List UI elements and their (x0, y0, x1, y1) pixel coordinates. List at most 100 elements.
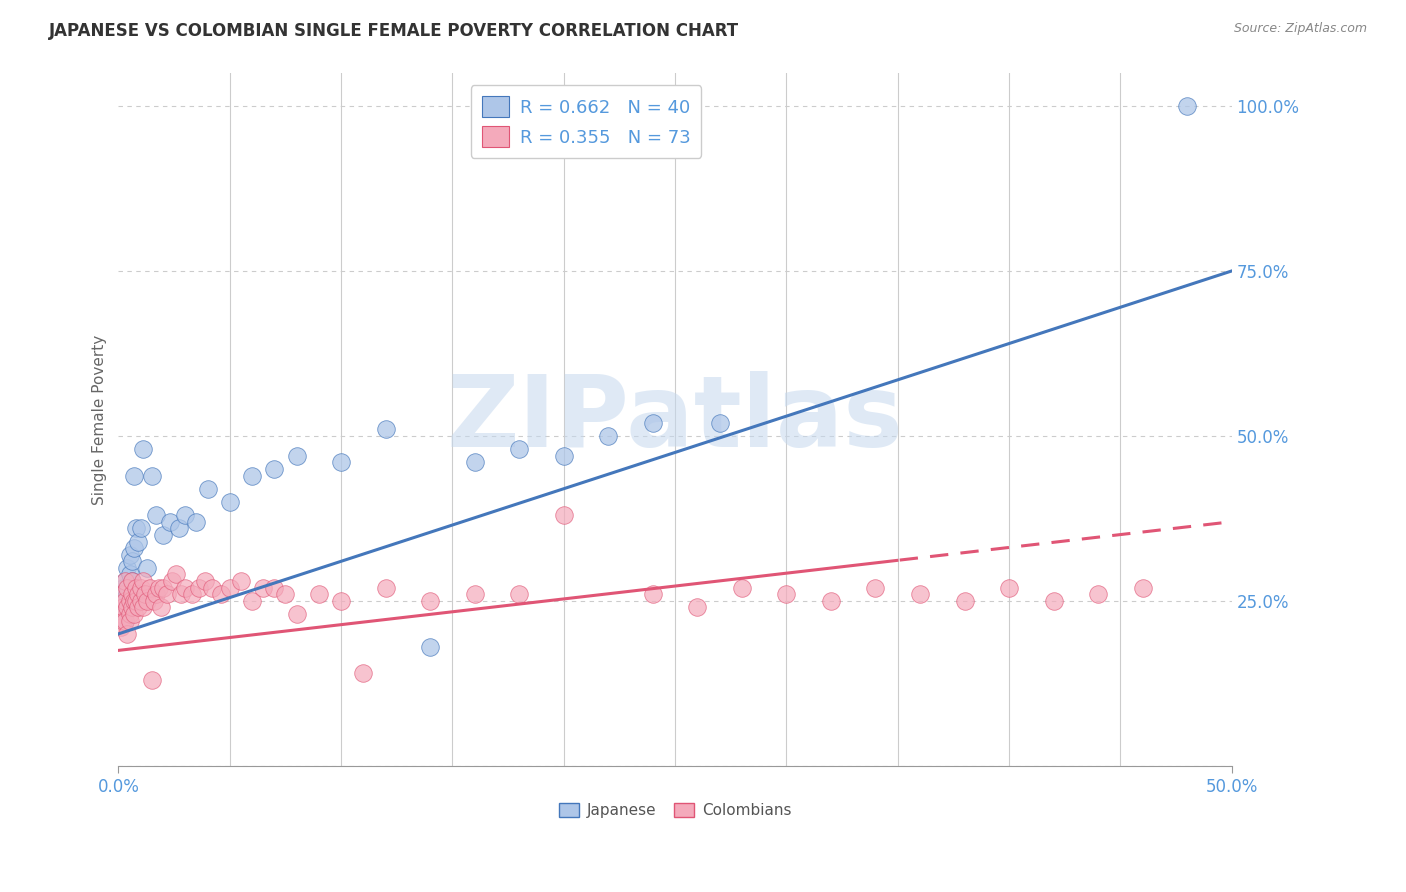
Point (998, 581, 1021, 595)
Point (152, 581, 174, 595)
Point (174, 508, 197, 522)
Point (1087, 587, 1109, 601)
Point (129, 521, 152, 535)
Point (134, 587, 156, 601)
Point (775, 587, 797, 601)
Point (117, 600, 139, 615)
Point (953, 594, 976, 608)
Point (141, 673, 163, 687)
Point (160, 574, 183, 588)
Point (464, 587, 486, 601)
Point (352, 666, 374, 681)
Point (127, 587, 149, 601)
Point (1175, 99, 1198, 113)
Point (127, 534, 149, 549)
Point (330, 594, 353, 608)
Point (122, 607, 145, 621)
Point (419, 640, 441, 654)
Point (209, 587, 232, 601)
Point (118, 607, 141, 621)
Point (865, 581, 887, 595)
Point (170, 587, 193, 601)
Point (201, 581, 224, 595)
Point (127, 600, 149, 615)
Point (820, 594, 842, 608)
Point (110, 607, 132, 621)
Point (174, 581, 197, 595)
Point (122, 468, 145, 483)
Point (598, 429, 620, 443)
Point (121, 574, 143, 588)
Point (143, 594, 166, 608)
Point (121, 554, 143, 568)
Point (464, 455, 486, 469)
Point (118, 614, 141, 628)
Point (229, 574, 252, 588)
Point (181, 587, 204, 601)
Point (148, 581, 170, 595)
Point (419, 594, 441, 608)
Point (132, 442, 155, 456)
Point (263, 581, 285, 595)
Point (114, 614, 136, 628)
Point (122, 594, 145, 608)
Point (110, 594, 132, 608)
Point (308, 587, 330, 601)
Point (218, 581, 240, 595)
Point (125, 521, 148, 535)
Point (709, 416, 731, 430)
Point (197, 482, 219, 496)
Point (111, 587, 134, 601)
Point (194, 574, 217, 588)
Point (111, 600, 134, 615)
Point (553, 449, 575, 463)
Text: ZIPatlas: ZIPatlas (447, 371, 904, 468)
Point (132, 600, 155, 615)
Point (374, 422, 396, 436)
Point (330, 455, 353, 469)
Point (731, 581, 754, 595)
Point (908, 587, 931, 601)
Point (508, 442, 530, 456)
Point (118, 567, 141, 582)
Point (117, 581, 139, 595)
Point (159, 515, 181, 529)
Point (125, 594, 148, 608)
Point (118, 594, 141, 608)
Legend: Japanese, Colombians: Japanese, Colombians (553, 797, 797, 824)
Text: Source: ZipAtlas.com: Source: ZipAtlas.com (1233, 22, 1367, 36)
Point (285, 449, 308, 463)
Point (122, 541, 145, 555)
Point (553, 508, 575, 522)
Point (111, 607, 134, 621)
Point (218, 495, 240, 509)
Point (641, 587, 664, 601)
Point (285, 607, 308, 621)
Point (1042, 594, 1064, 608)
Point (165, 567, 187, 582)
Point (114, 594, 136, 608)
Point (138, 581, 160, 595)
Point (641, 416, 664, 430)
Point (187, 581, 209, 595)
Point (114, 614, 136, 628)
Point (186, 515, 208, 529)
Point (117, 587, 139, 601)
Point (118, 548, 141, 562)
Point (1132, 581, 1154, 595)
Point (136, 561, 159, 575)
Point (129, 594, 152, 608)
Text: JAPANESE VS COLOMBIAN SINGLE FEMALE POVERTY CORRELATION CHART: JAPANESE VS COLOMBIAN SINGLE FEMALE POVE… (49, 22, 740, 40)
Point (121, 600, 143, 615)
Point (686, 600, 709, 615)
Point (240, 594, 263, 608)
Point (117, 561, 139, 575)
Point (117, 627, 139, 641)
Point (132, 574, 155, 588)
Point (129, 581, 152, 595)
Point (274, 587, 297, 601)
Point (156, 587, 179, 601)
Point (240, 468, 263, 483)
Point (149, 600, 172, 615)
Point (111, 581, 134, 595)
